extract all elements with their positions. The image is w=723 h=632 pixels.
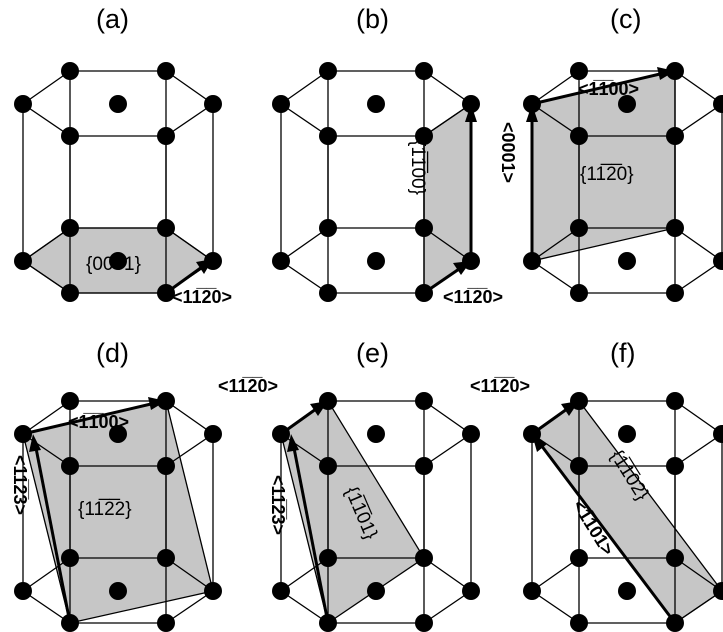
direction-label-d1: <1̅1̅00> — [68, 412, 129, 432]
direction-label-e1: <11̅2̅0> — [218, 376, 278, 396]
direction-label-b: <11̅2̅0> — [443, 287, 503, 307]
panel-title-c: (c) — [610, 4, 641, 34]
panel-e — [272, 392, 480, 632]
panel-title-e: (e) — [356, 338, 389, 368]
panel-title-d: (d) — [96, 338, 129, 368]
plane-label-a: {0001} — [86, 254, 141, 275]
direction-label-c1: <1̅1̅00> — [578, 79, 639, 99]
direction-label-a: <11̅2̅0> — [172, 287, 232, 307]
direction-arrow-d2 — [22, 402, 152, 436]
panel-title-a: (a) — [96, 4, 129, 34]
plane-label-c: {11̅2̅0} — [580, 164, 634, 185]
direction-arrow-c2 — [531, 72, 661, 106]
direction-arrow-d1 — [34, 447, 72, 624]
panel-d — [14, 392, 222, 632]
panel-c — [523, 62, 723, 302]
direction-label-f1: <11̅2̅0> — [470, 376, 530, 396]
direction-label-c2: <0001> — [498, 122, 518, 183]
plane-label-d: {11̅2̅2} — [78, 499, 132, 520]
direction-label-e2: <11̅2̅3> — [268, 475, 288, 535]
panel-b — [272, 62, 480, 302]
panel-f — [523, 392, 723, 632]
direction-arrow-e1 — [292, 447, 330, 624]
direction-arrow-f1 — [539, 444, 677, 624]
direction-arrow-a — [165, 265, 203, 295]
direction-arrow-e2 — [280, 407, 317, 436]
plane-label-b: {1̅1̅00} — [407, 140, 428, 195]
direction-arrow-f2 — [531, 407, 568, 436]
panel-title-f: (f) — [610, 338, 635, 368]
direction-arrow-b1 — [423, 265, 463, 295]
direction-label-d2: <11̅2̅3> — [10, 455, 30, 515]
panel-a — [14, 62, 222, 302]
panel-title-b: (b) — [356, 4, 389, 34]
